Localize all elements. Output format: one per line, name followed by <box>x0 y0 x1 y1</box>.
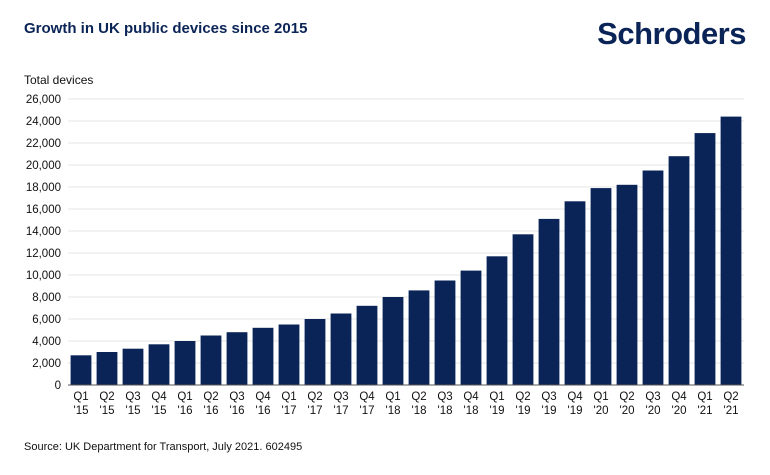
x-tick-label: '20 <box>646 405 661 417</box>
bar <box>96 352 118 385</box>
y-tick-label: 16,000 <box>26 204 61 216</box>
x-tick-label: Q3 <box>229 391 244 403</box>
x-tick-label: Q3 <box>541 391 556 403</box>
x-tick-label: '17 <box>282 405 297 417</box>
source-note: Source: UK Department for Transport, Jul… <box>24 441 303 453</box>
x-tick-label: Q1 <box>489 391 504 403</box>
x-tick-label: '19 <box>568 405 583 417</box>
bar <box>252 327 274 385</box>
x-tick-label: Q4 <box>567 391 583 403</box>
x-tick-label: Q1 <box>177 391 192 403</box>
y-tick-label: 8,000 <box>32 292 61 304</box>
x-tick-label: '15 <box>74 405 89 417</box>
y-tick-label: 18,000 <box>26 182 61 194</box>
x-tick-label: '16 <box>230 405 245 417</box>
bar <box>200 335 222 385</box>
bar <box>148 344 170 385</box>
y-tick-label: 24,000 <box>26 116 61 128</box>
x-tick-label: '18 <box>386 405 401 417</box>
bar <box>642 170 664 385</box>
y-tick-label: 22,000 <box>26 138 61 150</box>
bar <box>668 156 690 385</box>
x-tick-label: Q2 <box>411 391 426 403</box>
bar <box>486 256 508 385</box>
x-tick-label: Q2 <box>203 391 218 403</box>
x-tick-label: Q4 <box>151 391 167 403</box>
y-tick-label: 2,000 <box>32 358 61 370</box>
x-tick-label: '16 <box>178 405 193 417</box>
bar <box>122 348 144 385</box>
y-tick-label: 20,000 <box>26 160 61 172</box>
x-tick-label: Q2 <box>619 391 634 403</box>
x-tick-label: Q2 <box>515 391 530 403</box>
y-axis-label: Total devices <box>24 73 94 87</box>
bar <box>278 324 300 385</box>
x-tick-label: '17 <box>360 405 375 417</box>
x-tick-label: Q4 <box>671 391 687 403</box>
x-tick-label: Q2 <box>723 391 738 403</box>
x-tick-label: '16 <box>204 405 219 417</box>
bar <box>226 332 248 385</box>
y-tick-label: 12,000 <box>26 248 61 260</box>
x-tick-label: Q4 <box>463 391 479 403</box>
bar <box>720 116 742 385</box>
x-tick-label: Q1 <box>73 391 88 403</box>
x-tick-label: '19 <box>490 405 505 417</box>
bar <box>382 297 404 385</box>
bar <box>70 355 92 385</box>
schroders-logo: Schroders <box>597 16 746 51</box>
x-tick-label: '21 <box>724 405 739 417</box>
bar <box>694 133 716 385</box>
x-tick-label: '18 <box>438 405 453 417</box>
bar <box>512 234 534 385</box>
x-tick-label: '17 <box>308 405 323 417</box>
bar <box>564 201 586 385</box>
chart-title: Growth in UK public devices since 2015 <box>24 20 308 37</box>
x-tick-label: '17 <box>334 405 349 417</box>
x-tick-label: '18 <box>464 405 479 417</box>
bar <box>174 341 196 385</box>
bar <box>408 290 430 385</box>
y-tick-label: 0 <box>55 380 61 392</box>
x-tick-label: '21 <box>698 405 713 417</box>
x-tick-label: Q1 <box>385 391 400 403</box>
bar <box>538 218 560 385</box>
x-tick-label: Q3 <box>333 391 348 403</box>
x-tick-label: '15 <box>152 405 167 417</box>
x-tick-label: Q4 <box>359 391 375 403</box>
x-tick-label: Q4 <box>255 391 271 403</box>
x-tick-label: '15 <box>126 405 141 417</box>
y-tick-label: 14,000 <box>26 226 61 238</box>
x-tick-label: '18 <box>412 405 427 417</box>
y-tick-label: 10,000 <box>26 270 61 282</box>
bar <box>616 184 638 385</box>
bar <box>460 270 482 385</box>
x-tick-label: Q1 <box>593 391 608 403</box>
x-tick-label: '20 <box>594 405 609 417</box>
x-tick-label: Q1 <box>697 391 712 403</box>
bar <box>356 305 378 385</box>
x-tick-label: '20 <box>620 405 635 417</box>
x-tick-label: Q2 <box>99 391 114 403</box>
x-tick-label: Q2 <box>307 391 322 403</box>
y-tick-label: 4,000 <box>32 336 61 348</box>
x-tick-label: '19 <box>516 405 531 417</box>
x-tick-label: '15 <box>100 405 115 417</box>
x-tick-label: '16 <box>256 405 271 417</box>
y-tick-label: 6,000 <box>32 314 61 326</box>
x-tick-label: Q3 <box>437 391 452 403</box>
x-tick-label: '19 <box>542 405 557 417</box>
x-tick-label: '20 <box>672 405 687 417</box>
bar <box>590 188 612 385</box>
x-tick-label: Q3 <box>645 391 660 403</box>
y-tick-label: 26,000 <box>26 94 61 106</box>
bar <box>330 313 352 385</box>
bar <box>434 280 456 385</box>
bar <box>304 319 326 385</box>
x-tick-label: Q1 <box>281 391 296 403</box>
x-tick-label: Q3 <box>125 391 140 403</box>
